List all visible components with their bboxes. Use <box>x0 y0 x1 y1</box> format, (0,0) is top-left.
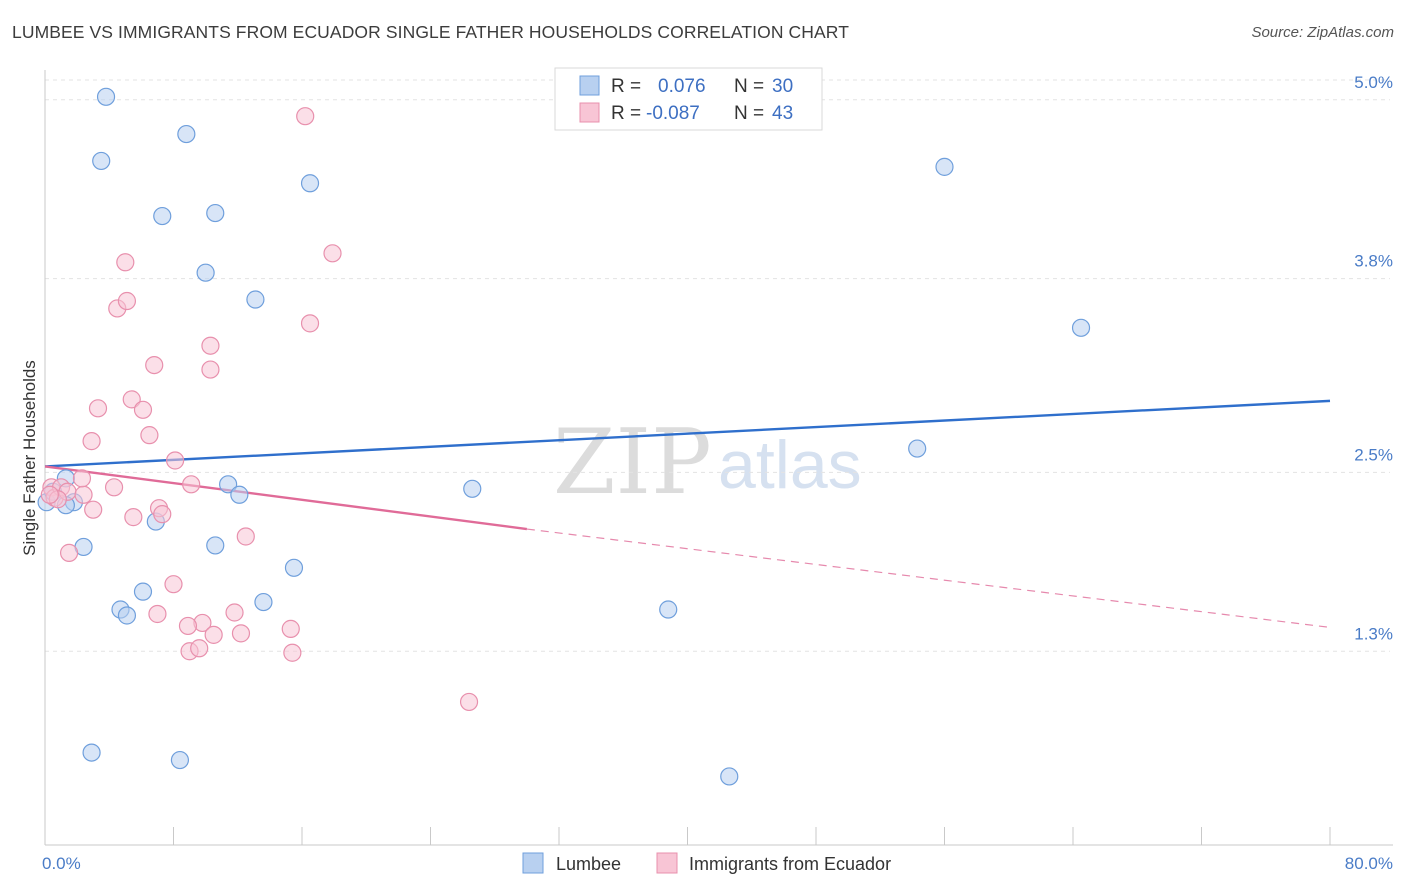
lumbee-point-23 <box>463 479 482 498</box>
ecuador-point-31 <box>236 527 255 546</box>
ecuador-point-32 <box>178 616 198 636</box>
ecuador-point-19 <box>124 508 143 527</box>
legend-top: R = 0.076 N = 30 R = -0.087 N = 43 <box>554 67 823 131</box>
y-tick-label-3: 5.0% <box>1354 73 1393 92</box>
trend-lines <box>44 399 1331 628</box>
legend-n-label-1: N = <box>734 76 764 97</box>
ecuador-point-26 <box>201 360 220 379</box>
lumbee-point-15 <box>230 485 249 504</box>
ecuador-point-24 <box>153 505 172 524</box>
legend-r-value-1: 0.076 <box>658 76 706 97</box>
legend-r-label-2: R = <box>611 103 641 124</box>
legend-r-label-1: R = <box>611 76 641 97</box>
lumbee-point-18 <box>133 582 153 601</box>
ecuador-point-17 <box>82 432 101 451</box>
ecuador-point-27 <box>201 336 220 355</box>
trend-line-1 <box>44 465 528 531</box>
ecuador-point-39 <box>323 244 342 263</box>
y-axis-label: Single Father Households <box>20 360 39 556</box>
lumbee-point-30 <box>908 439 927 458</box>
bottom-legend-lumbee: Lumbee <box>556 854 621 874</box>
ecuador-point-41 <box>459 692 479 712</box>
ecuador-point-22 <box>166 451 185 470</box>
lumbee-point-12 <box>196 263 215 282</box>
legend-n-label-2: N = <box>734 103 764 124</box>
lumbee-point-27 <box>720 767 739 786</box>
lumbee-point-11 <box>300 174 320 193</box>
lumbee-point-29 <box>1071 318 1091 337</box>
ecuador-point-29 <box>204 625 223 644</box>
lumbee-point-26 <box>659 600 678 619</box>
bottom-legend-swatch-lumbee <box>522 852 544 874</box>
ecuador-point-10 <box>116 253 135 272</box>
ecuador-point-20 <box>148 604 167 624</box>
ecuador-point-35 <box>231 624 251 643</box>
lumbee-point-6 <box>96 87 116 106</box>
ecuador-point-25 <box>182 475 201 494</box>
y-tick-label-1: 2.5% <box>1354 445 1393 464</box>
lumbee-point-28 <box>935 157 954 176</box>
chart-title: LUMBEE VS IMMIGRANTS FROM ECUADOR SINGLE… <box>12 22 850 42</box>
lumbee-point-24 <box>82 743 101 762</box>
ecuador-point-7 <box>84 500 103 519</box>
y-tick-label-0: 1.3% <box>1354 624 1393 643</box>
lumbee-point-20 <box>117 606 137 625</box>
ecuador-point-11 <box>117 291 137 311</box>
ecuador-point-12 <box>145 355 164 375</box>
x-tick-label-max: 80.0% <box>1345 854 1393 873</box>
legend-bottom: Lumbee Immigrants from Ecuador <box>522 852 891 874</box>
legend-n-value-2: 43 <box>772 103 793 124</box>
lumbee-point-14 <box>219 475 238 494</box>
ecuador-point-40 <box>300 314 320 333</box>
lumbee-point-21 <box>254 592 273 612</box>
watermark-atlas: atlas <box>718 427 862 503</box>
grid-lines <box>45 79 1390 652</box>
legend-n-value-1: 30 <box>772 76 793 97</box>
ecuador-point-18 <box>104 478 124 497</box>
source-label: Source: ZipAtlas.com <box>1251 24 1394 41</box>
lumbee-point-8 <box>177 124 196 144</box>
lumbee-point-22 <box>284 558 304 577</box>
watermark: ZIP atlas <box>553 410 862 515</box>
ecuador-point-5 <box>74 485 93 504</box>
ecuador-point-38 <box>296 107 315 126</box>
watermark-zip: ZIP <box>553 410 712 515</box>
legend-swatch-lumbee <box>579 75 600 96</box>
trend-line-2 <box>526 528 1331 628</box>
lumbee-point-10 <box>206 203 225 223</box>
axes: 1.3% 2.5% 3.8% 5.0% 0.0% 80.0% <box>42 70 1393 873</box>
ecuador-point-42 <box>40 485 59 504</box>
lumbee-point-25 <box>170 750 190 770</box>
bottom-legend-ecuador: Immigrants from Ecuador <box>689 854 891 874</box>
ecuador-point-36 <box>281 619 300 638</box>
lumbee-point-7 <box>92 151 111 171</box>
x-tick-label-min: 0.0% <box>42 854 81 873</box>
bottom-legend-swatch-ecuador <box>656 852 678 874</box>
ecuador-point-21 <box>164 575 183 594</box>
lumbee-point-13 <box>246 290 265 309</box>
ecuador-point-14 <box>88 399 108 418</box>
lumbee-point-17 <box>206 536 225 555</box>
ecuador-point-6 <box>72 469 92 488</box>
lumbee-point-9 <box>153 206 172 226</box>
ecuador-point-15 <box>122 390 141 409</box>
ecuador-point-16 <box>133 400 153 419</box>
ecuador-point-37 <box>283 643 302 662</box>
legend-swatch-ecuador <box>579 102 600 123</box>
y-tick-label-2: 3.8% <box>1354 252 1393 271</box>
data-points <box>37 87 1091 786</box>
legend-r-value-2: -0.087 <box>646 103 700 124</box>
ecuador-point-34 <box>190 639 209 658</box>
ecuador-point-30 <box>225 603 244 622</box>
trend-line-0 <box>44 399 1331 468</box>
ecuador-point-8 <box>59 543 79 562</box>
ecuador-point-13 <box>140 426 159 445</box>
